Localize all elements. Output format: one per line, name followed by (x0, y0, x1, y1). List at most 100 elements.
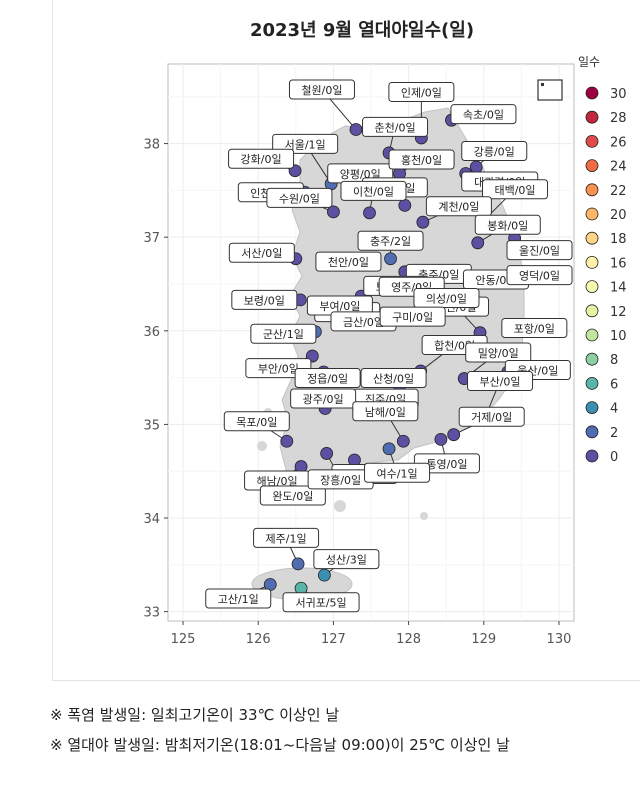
x-tick-label: 125 (171, 632, 196, 647)
legend-label: 14 (610, 281, 627, 296)
station-label-text: 홍천/0일 (401, 153, 442, 167)
station-label: 천안/0일 (315, 251, 382, 272)
station-label: 울진/0일 (506, 240, 573, 261)
station-label: 보령/0일 (231, 289, 298, 310)
station-label-text: 계천/0일 (438, 200, 479, 214)
y-tick-label: 36 (143, 325, 160, 340)
y-tick-label: 34 (143, 512, 160, 527)
station-label-box (379, 306, 446, 327)
legend-label: 18 (610, 232, 627, 247)
legend-label: 22 (610, 184, 627, 199)
legend-title: 일수 (578, 55, 600, 69)
station-point (317, 568, 331, 582)
legend-swatch (585, 328, 599, 342)
station-label-text: 속초/0일 (463, 108, 504, 122)
station-label: 군산/1일 (250, 323, 317, 344)
station-label-text: 고산/1일 (218, 592, 259, 606)
legend-label: 2 (610, 426, 618, 441)
station-label-text: 춘천/0일 (375, 120, 416, 134)
station-point (280, 434, 294, 448)
station-label: 부안/0일 (245, 358, 312, 379)
legend-swatch (585, 304, 599, 318)
station-label-text: 철원/0일 (301, 83, 342, 97)
station-label-box (352, 401, 419, 422)
station-label-box (461, 140, 528, 161)
station-label-text: 남해/0일 (365, 405, 406, 419)
station-label-text: 서귀포/5일 (295, 596, 346, 610)
station-label-text: 인제/0일 (401, 85, 442, 99)
station-point (471, 236, 485, 250)
station-label: 산청/0일 (360, 368, 427, 389)
station-label-text: 장흥/0일 (320, 473, 361, 487)
station-point (363, 206, 376, 220)
station-label: 제주/1일 (253, 527, 320, 548)
legend-swatch (585, 401, 599, 415)
station-label-text: 포항/0일 (514, 321, 555, 335)
station-label: 수원/0일 (266, 187, 333, 208)
y-tick-label: 37 (143, 231, 160, 246)
station-label-box (294, 367, 361, 388)
station-label: 계천/0일 (425, 196, 492, 217)
station-label-box (223, 411, 290, 432)
legend-swatch (585, 183, 599, 197)
station-label: 의성/0일 (413, 288, 480, 309)
tropical-night-note: ※ 열대야 발생일: 밤최저기온(18:01~다음날 09:00)이 25℃ 이… (50, 736, 510, 754)
station-label-text: 산청/0일 (373, 372, 414, 386)
station-label-text: 합천/0일 (434, 339, 475, 353)
map-inset-mark (541, 83, 544, 86)
station-label: 거제/0일 (458, 406, 525, 427)
station-label: 춘천/0일 (362, 116, 429, 137)
station-label-text: 보령/0일 (244, 293, 285, 307)
station-label-text: 양평/0일 (340, 167, 381, 181)
station-point (382, 442, 396, 456)
legend-label: 4 (610, 402, 618, 417)
chart-title: 2023년 9월 열대야일수(일) (250, 20, 474, 41)
station-label-box (458, 406, 525, 427)
station-label-box (360, 368, 427, 389)
station-point (469, 160, 483, 174)
station-label-text: 부안/0일 (258, 362, 299, 376)
station-label-box (506, 240, 573, 261)
legend-swatch (585, 376, 599, 390)
y-tick-label: 33 (143, 606, 160, 621)
footnotes: ※ 폭염 발생일: 일최고기온이 33℃ 이상인 날 ※ 열대야 발생일: 밤최… (50, 700, 510, 760)
station-label-text: 봉화/0일 (487, 218, 528, 232)
station-label-text: 광주/0일 (303, 392, 344, 406)
x-tick-label: 130 (547, 632, 572, 647)
legend-label: 6 (610, 377, 618, 392)
legend-label: 16 (610, 256, 627, 271)
station-label: 영덕/0일 (506, 265, 573, 286)
station-label: 서산/0일 (228, 242, 295, 263)
y-tick-label: 38 (143, 138, 160, 153)
legend-label: 28 (610, 111, 627, 126)
station-label-box (272, 133, 339, 154)
station-label: 장흥/0일 (307, 469, 374, 490)
station-label-box (231, 289, 298, 310)
station-label-box (228, 242, 295, 263)
legend-label: 20 (610, 208, 627, 223)
station-label-text: 금산/0일 (343, 315, 384, 329)
station-label: 서울/1일 (272, 133, 339, 154)
station-point (447, 428, 461, 442)
station-label-box (357, 230, 424, 251)
station-label: 광주/0일 (290, 388, 357, 409)
chart-frame (52, 0, 640, 681)
station-label-box (413, 288, 480, 309)
station-label-box (290, 388, 357, 409)
station-label-text: 천안/0일 (328, 255, 369, 269)
station-label-box (250, 323, 317, 344)
station-label-text: 해남/0일 (257, 474, 298, 488)
station-label-box (259, 485, 326, 506)
x-tick-label: 126 (246, 632, 271, 647)
station-label-box (313, 549, 380, 570)
station-label: 인제/0일 (388, 81, 455, 102)
station-label-box (266, 187, 333, 208)
legend-label: 24 (610, 160, 627, 175)
station-label: 봉화/0일 (474, 214, 541, 235)
station-label-box (506, 265, 573, 286)
station-label-box (465, 342, 532, 363)
legend-swatch (585, 207, 599, 221)
station-point (384, 252, 397, 266)
legend-label: 12 (610, 305, 627, 320)
